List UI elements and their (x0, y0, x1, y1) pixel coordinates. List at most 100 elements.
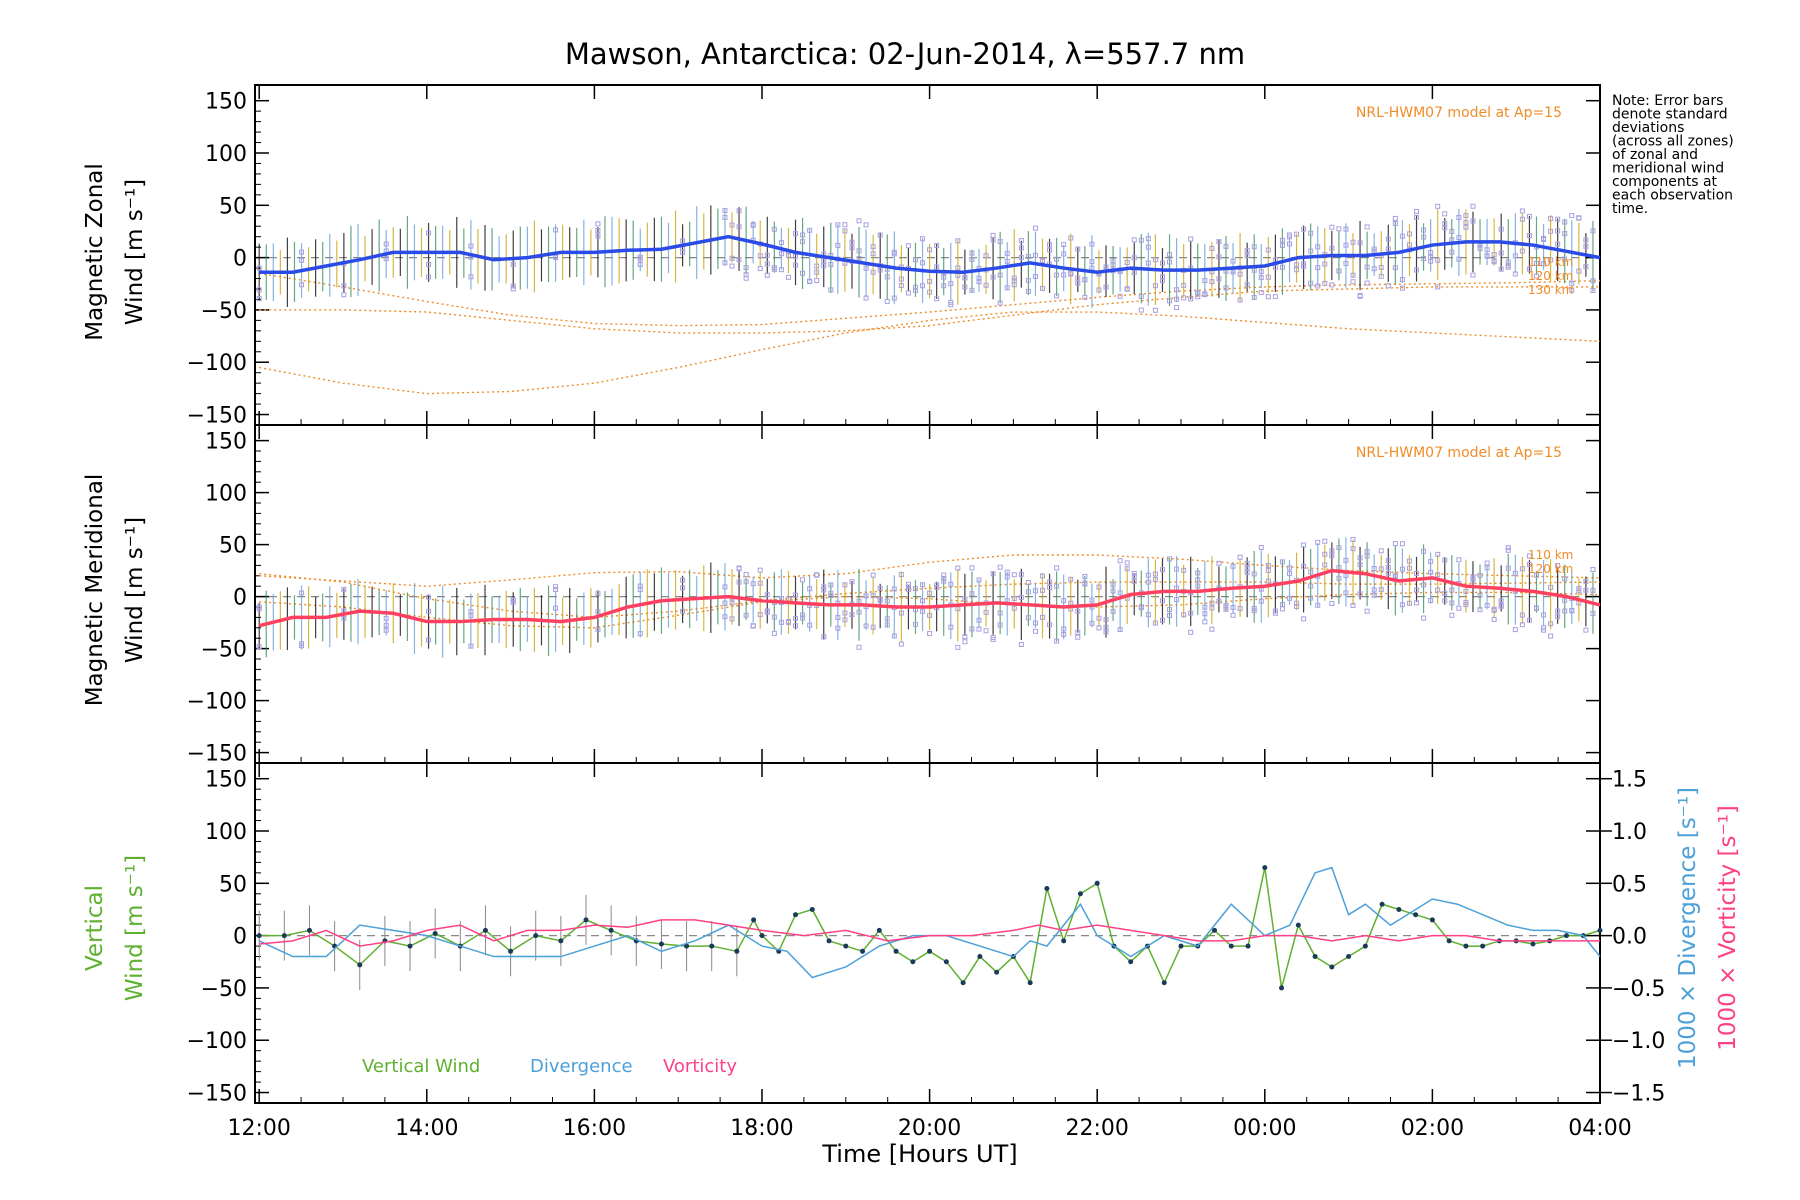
meridional-zone-sample (1371, 592, 1377, 598)
meridional-ytick-label: 50 (219, 534, 247, 559)
meridional-zone-sample (934, 584, 940, 590)
meridional-zone-sample (1562, 597, 1568, 603)
meridional-zone-sample (722, 614, 728, 620)
meridional-zone-sample (468, 643, 474, 649)
meridional-zone-sample (1054, 583, 1060, 589)
zonal-zone-sample (997, 300, 1003, 306)
zonal-ytick-label: −50 (201, 299, 247, 324)
vertical-wind-point (843, 943, 849, 949)
meridional-zone-sample (842, 610, 848, 616)
vertical-wind-point (281, 933, 287, 939)
x-tick-label: 14:00 (395, 1116, 458, 1141)
zonal-zone-sample (1541, 261, 1547, 267)
meridional-model-120km-line (259, 573, 1601, 619)
meridional-zone-sample (962, 639, 968, 645)
vertical-wind-point (1212, 927, 1218, 933)
zonal-zone-sample (1004, 258, 1010, 264)
note-line: deviations (1612, 120, 1684, 136)
meridional-zone-sample (1188, 629, 1194, 635)
zonal-zone-sample (1103, 264, 1109, 270)
meridional-zone-sample (1018, 571, 1024, 577)
zonal-zone-sample (1294, 267, 1300, 273)
meridional-zone-sample (1442, 591, 1448, 597)
meridional-zone-sample (426, 637, 432, 643)
zonal-zone-sample (997, 239, 1003, 245)
x-tick-label: 20:00 (898, 1116, 961, 1141)
meridional-zone-sample (891, 586, 897, 592)
meridional-zone-sample (1230, 563, 1236, 569)
zonal-zone-sample (1322, 280, 1328, 286)
zonal-zone-sample (800, 270, 806, 276)
meridional-zone-sample (750, 623, 756, 629)
zonal-zone-sample (948, 299, 954, 305)
zonal-wind-panel: 150 100 50 0 −50 −100 −150 NRL-HWM07 model at A… (187, 84, 1601, 429)
meridional-zone-sample (1167, 556, 1173, 562)
vertical-wind-point (1329, 964, 1335, 970)
meridional-zone-sample (1258, 545, 1264, 551)
zonal-zone-sample (1152, 283, 1158, 289)
zonal-zone-sample (1399, 285, 1405, 291)
meridional-zone-sample (983, 628, 989, 634)
meridional-zone-sample (1414, 600, 1420, 606)
zonal-zone-sample (1562, 231, 1568, 237)
meridional-zone-sample (729, 600, 735, 606)
meridional-zone-sample (1082, 581, 1088, 587)
meridional-zone-sample (1350, 602, 1356, 608)
meridional-zone-sample (920, 582, 926, 588)
vertical-wind-point (1077, 891, 1083, 897)
zonal-zone-sample (835, 242, 841, 248)
zonal-zone-sample (1082, 277, 1088, 283)
meridional-zone-sample (1541, 627, 1547, 633)
zonal-zone-sample (1414, 208, 1420, 214)
meridional-zone-sample (793, 592, 799, 598)
meridional-zone-sample (1279, 606, 1285, 612)
zonal-zone-sample (468, 243, 474, 249)
meridional-zone-sample (1025, 580, 1031, 586)
meridional-zone-sample (1237, 606, 1243, 612)
zonal-zone-sample (736, 208, 742, 214)
meridional-zone-sample (736, 579, 742, 585)
meridional-zone-sample (1470, 577, 1476, 583)
vertical-wind-point (910, 959, 916, 965)
zonal-zone-sample (1167, 259, 1173, 265)
meridional-zone-sample (1548, 633, 1554, 639)
zonal-zone-sample (828, 262, 834, 268)
zonal-zone-sample (898, 276, 904, 282)
meridional-zone-sample (1110, 588, 1116, 594)
zonal-zone-sample (1265, 247, 1271, 253)
zonal-zone-sample (969, 250, 975, 256)
vertical-wind-point (1379, 901, 1385, 907)
vertical-wind-point (1161, 980, 1167, 986)
zonal-zone-sample (1583, 237, 1589, 243)
zonal-zone-sample (1519, 248, 1525, 254)
zonal-zone-sample (1145, 244, 1151, 250)
y2-tick-label: 0.5 (1612, 872, 1647, 897)
meridional-zone-sample (1032, 620, 1038, 626)
zonal-zone-sample (1456, 256, 1462, 262)
vertical-wind-point (1295, 922, 1301, 928)
zonal-zone-sample (743, 272, 749, 278)
meridional-zone-sample (1159, 617, 1165, 623)
meridional-zone-sample (1315, 539, 1321, 545)
meridional-zone-sample (1470, 574, 1476, 580)
meridional-zone-sample (1322, 562, 1328, 568)
meridional-zone-sample (1047, 579, 1053, 585)
meridional-zone-sample (955, 565, 961, 571)
zonal-zone-sample (1258, 290, 1264, 296)
zonal-zone-sample (1449, 249, 1455, 255)
vertical-wind-point (1279, 985, 1285, 991)
meridional-zone-sample (1018, 641, 1024, 647)
meridional-zone-sample (1294, 604, 1300, 610)
zonal-zone-sample (1371, 266, 1377, 272)
meridional-zone-sample (1216, 598, 1222, 604)
meridional-zone-sample (1533, 572, 1539, 578)
meridional-zone-sample (1421, 582, 1427, 588)
meridional-zone-sample (1054, 565, 1060, 571)
meridional-zone-sample (800, 612, 806, 618)
zonal-zone-sample (1421, 227, 1427, 233)
vertical-wind-point (751, 917, 757, 923)
meridional-zone-sample (1089, 620, 1095, 626)
meridional-zone-sample (898, 572, 904, 578)
meridional-zone-sample (912, 586, 918, 592)
